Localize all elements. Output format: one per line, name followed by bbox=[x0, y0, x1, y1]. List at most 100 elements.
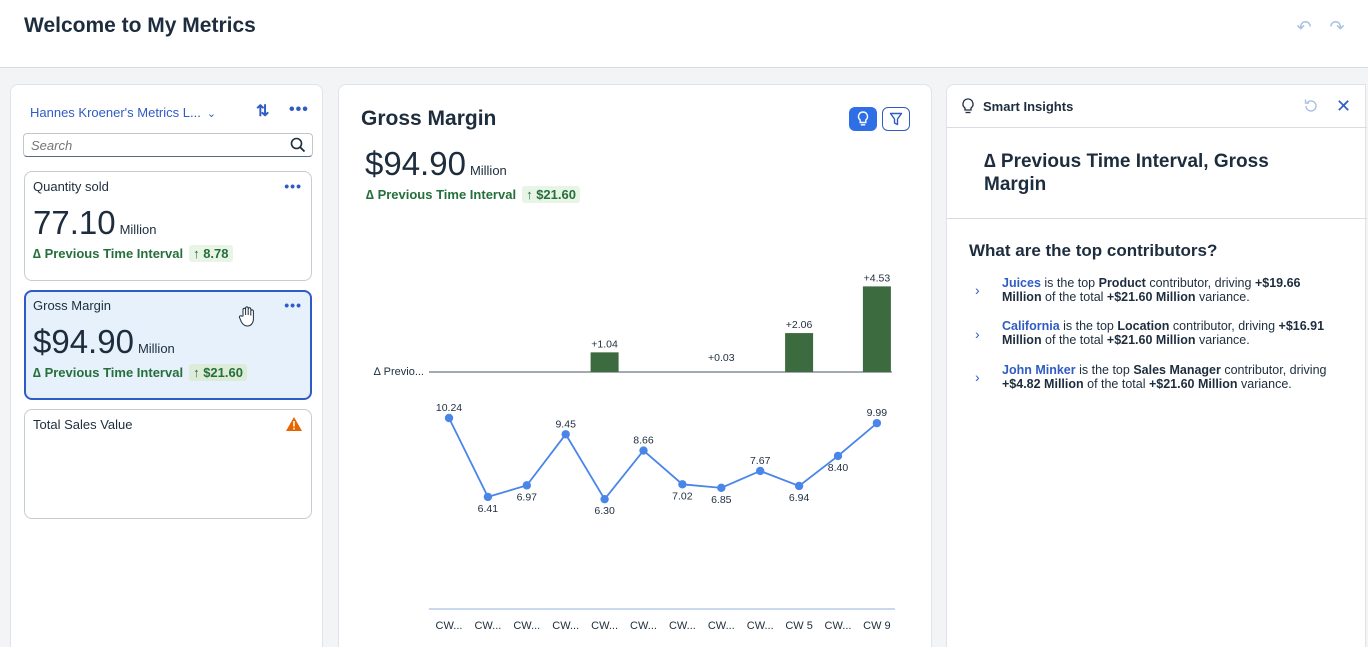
line-data-label: 8.40 bbox=[828, 462, 849, 474]
hand-cursor-icon bbox=[238, 306, 254, 327]
metrics-list-dropdown[interactable]: Hannes Kroener's Metrics L... ⌄ bbox=[30, 105, 216, 120]
line-point bbox=[639, 446, 648, 455]
chart-title: Gross Margin bbox=[361, 107, 497, 130]
card-delta: ∆ Previous Time Interval ↑ 8.78 bbox=[33, 245, 233, 262]
chart-big-value: $94.90 Million bbox=[365, 145, 507, 182]
bar bbox=[785, 333, 814, 372]
line-data-label: 9.99 bbox=[867, 407, 888, 419]
redo-icon[interactable]: ↷ bbox=[1329, 17, 1345, 37]
smart-insights-header: Smart Insights ✕ bbox=[947, 85, 1367, 128]
bar-row-label: ∆ Previo... bbox=[374, 366, 424, 378]
smart-insights-button[interactable] bbox=[849, 107, 877, 131]
card-unit: Million bbox=[119, 222, 157, 237]
x-tick-label: CW... bbox=[747, 620, 774, 632]
insight-item: John Minker is the top Sales Manager con… bbox=[1002, 363, 1327, 391]
insight-question: What are the top contributors? bbox=[969, 241, 1218, 260]
x-tick-label: CW... bbox=[708, 620, 735, 632]
metrics-list-panel: Hannes Kroener's Metrics L... ⌄ ⇅ ••• Qua… bbox=[10, 84, 323, 647]
card-value: $94.90 Million bbox=[33, 323, 175, 360]
chevron-right-icon[interactable]: › bbox=[975, 369, 980, 385]
filter-icon bbox=[889, 112, 903, 126]
line-data-label: 6.97 bbox=[517, 491, 538, 503]
smart-insights-title: Smart Insights bbox=[983, 99, 1074, 114]
card-title: Total Sales Value bbox=[33, 417, 133, 432]
card-delta: ∆ Previous Time Interval ↑ $21.60 bbox=[33, 364, 247, 381]
bar bbox=[862, 286, 891, 372]
chevron-down-icon: ⌄ bbox=[206, 108, 217, 120]
delta-chip: ↑ $21.60 bbox=[522, 186, 580, 203]
search-field bbox=[23, 133, 313, 157]
line-point bbox=[444, 413, 454, 423]
x-tick-label: CW 9 bbox=[863, 620, 891, 632]
reset-icon[interactable] bbox=[1303, 98, 1319, 114]
undo-icon[interactable]: ↶ bbox=[1296, 17, 1312, 37]
x-tick-label: CW... bbox=[474, 620, 501, 632]
page-title: Welcome to My Metrics bbox=[24, 14, 256, 37]
line-point bbox=[561, 430, 570, 439]
card-title: Quantity sold bbox=[33, 179, 109, 194]
x-tick-label: CW... bbox=[825, 620, 852, 632]
metrics-list-title: Hannes Kroener's Metrics L... bbox=[30, 105, 201, 120]
line-data-label: 6.85 bbox=[711, 494, 732, 506]
bar-data-label: +4.53 bbox=[864, 272, 891, 284]
chart-delta: ∆ Previous Time Interval ↑ $21.60 bbox=[366, 186, 580, 203]
insight-link-california[interactable]: California bbox=[1002, 319, 1060, 333]
insight-item: California is the top Location contribut… bbox=[1002, 319, 1325, 347]
card-value: 77.10 Million bbox=[33, 204, 157, 241]
metric-card-total-sales-value[interactable]: Total Sales Value bbox=[24, 409, 312, 519]
chevron-right-icon[interactable]: › bbox=[975, 282, 980, 298]
divider bbox=[947, 218, 1367, 219]
chart-unit: Million bbox=[469, 163, 507, 178]
line-point bbox=[483, 492, 493, 502]
bar-data-label: +0.03 bbox=[708, 352, 735, 364]
search-input[interactable] bbox=[24, 134, 274, 156]
warning-icon bbox=[286, 417, 302, 431]
line-point bbox=[756, 466, 765, 476]
sort-icon[interactable]: ⇅ bbox=[256, 103, 270, 120]
lightbulb-icon bbox=[857, 111, 869, 126]
line-data-label: 7.67 bbox=[750, 455, 771, 467]
lightbulb-icon bbox=[962, 98, 974, 114]
line-data-label: 6.41 bbox=[478, 503, 499, 515]
card-title: Gross Margin bbox=[33, 298, 112, 313]
line-point bbox=[717, 483, 726, 493]
line-point bbox=[833, 451, 843, 461]
card-more-icon[interactable]: ••• bbox=[284, 297, 302, 313]
metric-card-gross-margin[interactable]: Gross Margin ••• $94.90 Million ∆ Previou… bbox=[24, 290, 312, 400]
x-tick-label: CW... bbox=[591, 620, 618, 632]
x-tick-label: CW... bbox=[513, 620, 540, 632]
filter-button[interactable] bbox=[882, 107, 910, 131]
top-bar: Welcome to My Metrics ↶ ↷ bbox=[0, 0, 1368, 68]
bar bbox=[590, 352, 619, 372]
line-point bbox=[678, 480, 687, 489]
line-data-label: 7.02 bbox=[672, 490, 693, 502]
line-point bbox=[794, 481, 804, 491]
delta-chip: ↑ $21.60 bbox=[189, 364, 247, 381]
bar-data-label: +1.04 bbox=[591, 338, 618, 350]
card-more-icon[interactable]: ••• bbox=[284, 178, 302, 194]
metric-card-quantity-sold[interactable]: Quantity sold ••• 77.10 Million ∆ Previou… bbox=[24, 171, 312, 281]
smart-insights-panel: Smart Insights ✕ ∆ Previous Time Interva… bbox=[946, 84, 1367, 647]
line-point bbox=[522, 481, 531, 490]
line-point bbox=[600, 494, 609, 504]
line-point bbox=[872, 418, 882, 428]
insight-link-john-minker[interactable]: John Minker bbox=[1002, 363, 1076, 377]
delta-chip: ↑ 8.78 bbox=[189, 245, 233, 262]
x-tick-label: CW 5 bbox=[785, 620, 813, 632]
close-icon[interactable]: ✕ bbox=[1336, 96, 1352, 116]
line-data-label: 6.94 bbox=[789, 492, 810, 504]
insight-link-juices[interactable]: Juices bbox=[1002, 276, 1041, 290]
search-icon[interactable] bbox=[290, 137, 306, 153]
more-options-icon[interactable]: ••• bbox=[289, 101, 309, 118]
line-series bbox=[448, 417, 878, 501]
gross-margin-chart: ∆ Previo... +1.04 +0.03 +2.06 +4.53 10.24 6.41… bbox=[374, 272, 895, 632]
x-tick-label: CW... bbox=[436, 620, 463, 632]
line-data-label: 9.45 bbox=[555, 418, 576, 430]
chart-panel: Gross Margin $94.90 Million ∆ Previous Ti… bbox=[338, 84, 932, 647]
insight-heading: ∆ Previous Time Interval, Gross Margin bbox=[984, 151, 1269, 195]
insight-item: Juices is the top Product contributor, d… bbox=[1002, 276, 1301, 304]
chevron-right-icon[interactable]: › bbox=[975, 326, 980, 342]
x-tick-label: CW... bbox=[552, 620, 579, 632]
card-unit: Million bbox=[137, 341, 175, 356]
line-data-label: 10.24 bbox=[436, 402, 462, 414]
